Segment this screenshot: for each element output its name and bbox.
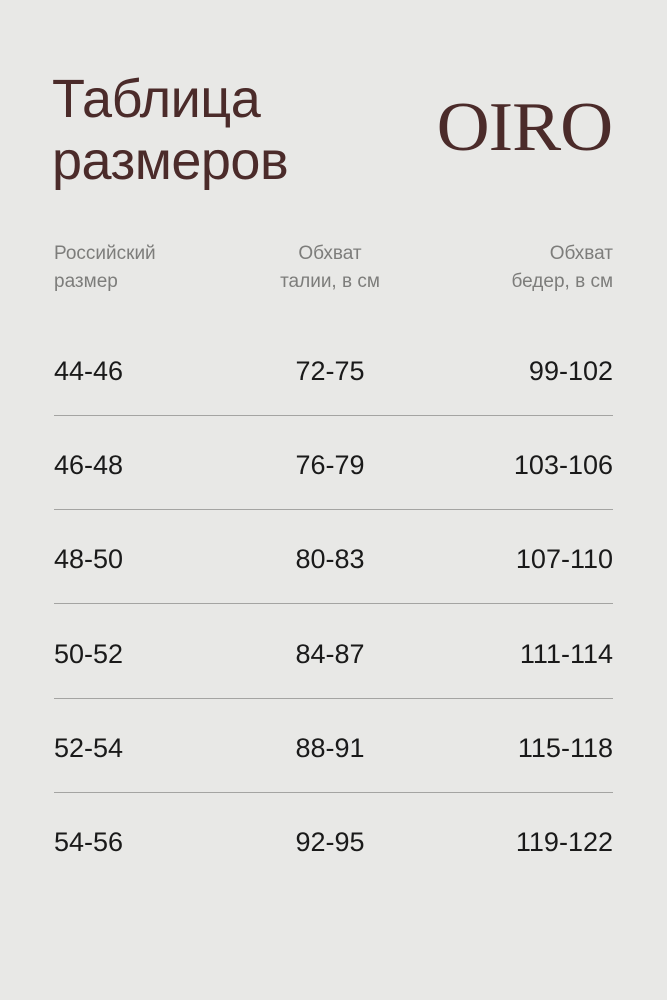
header-line: бедер, в см (511, 271, 613, 292)
table-row: 48-50 80-83 107-110 (54, 541, 613, 635)
hips-cell: 99-102 (528, 356, 613, 386)
row-divider (54, 509, 613, 511)
brand-logo: OIRO (436, 89, 614, 166)
table-row: 54-56 92-95 119-122 (54, 824, 613, 918)
header-line: Обхват (549, 243, 613, 264)
size-cell: 52-54 (54, 732, 124, 763)
waist-cell: 80-83 (295, 544, 365, 575)
size-cell: 50-52 (54, 638, 124, 669)
row-divider (54, 697, 613, 699)
page-title: Таблица размеров (52, 68, 289, 192)
size-cell: 54-56 (54, 827, 124, 857)
size-cell: 46-48 (54, 450, 124, 481)
title-line-2: размеров (52, 131, 289, 191)
table-row: 50-52 84-87 111-114 (54, 636, 613, 730)
waist-cell: 88-91 (295, 732, 365, 763)
size-cell: 44-46 (54, 356, 124, 386)
hips-cell: 119-122 (515, 827, 613, 857)
table-row: 46-48 76-79 103-106 (54, 447, 613, 541)
waist-cell: 76-79 (295, 450, 365, 481)
header-waist: Обхват талии, в см (260, 240, 400, 296)
hips-cell: 111-114 (519, 638, 613, 669)
hips-cell: 103-106 (513, 450, 613, 481)
hips-cell: 107-110 (515, 544, 613, 575)
hips-cell: 115-118 (517, 732, 613, 763)
table-row: 44-46 72-75 99-102 (54, 353, 613, 447)
waist-cell: 92-95 (295, 827, 365, 857)
table-row: 52-54 88-91 115-118 (54, 730, 613, 824)
header-line: размер (54, 271, 118, 292)
header-line: Обхват (298, 243, 362, 264)
waist-cell: 72-75 (295, 356, 365, 386)
header-line: Российский (54, 243, 156, 264)
row-divider (54, 603, 613, 605)
size-cell: 48-50 (54, 544, 124, 575)
row-divider (54, 415, 613, 416)
header-line: талии, в см (280, 271, 380, 292)
header-russian-size: Российский размер (54, 240, 156, 296)
header-hips: Обхват бедер, в см (511, 240, 613, 296)
row-divider (54, 791, 613, 793)
title-line-1: Таблица (52, 69, 261, 129)
waist-cell: 84-87 (295, 638, 365, 669)
